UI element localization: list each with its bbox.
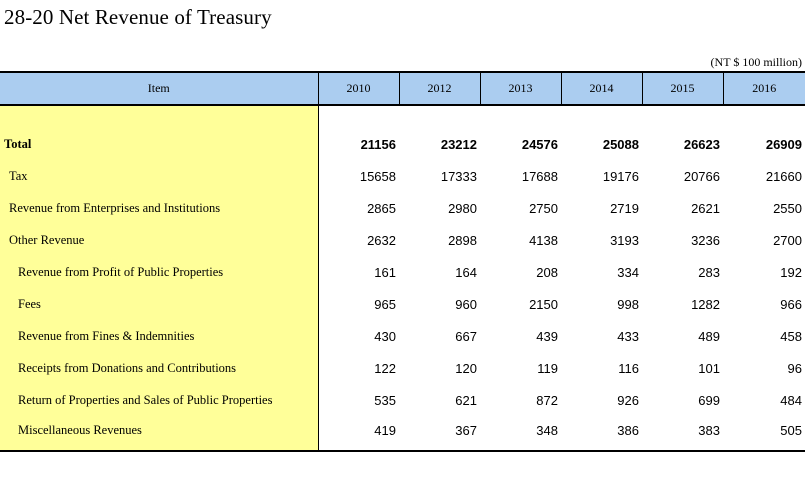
table-row: Return of Properties and Sales of Public… xyxy=(0,384,805,416)
cell-value: 433 xyxy=(617,328,639,344)
revenue-table: Item 2010 2012 2013 2014 2015 2016 Total… xyxy=(0,71,805,452)
table-row: Receipts from Donations and Contribution… xyxy=(0,352,805,384)
cell-value: 208 xyxy=(536,264,558,280)
cell-value: 23212 xyxy=(440,136,477,152)
row-label: Fees xyxy=(0,288,319,320)
cell-value: 116 xyxy=(618,360,639,376)
row-label: Revenue from Profit of Public Properties xyxy=(0,256,319,288)
cell-value: 17333 xyxy=(440,168,477,184)
row-label: Receipts from Donations and Contribution… xyxy=(0,352,319,384)
cell-value: 966 xyxy=(780,296,802,312)
spacer-row xyxy=(0,105,805,128)
cell-value: 20766 xyxy=(683,168,720,184)
cell-value: 21660 xyxy=(765,168,802,184)
cell-value: 122 xyxy=(374,360,396,376)
cell-value: 419 xyxy=(318,416,399,452)
cell-value: 2150 xyxy=(529,296,558,312)
cell-value: 489 xyxy=(698,328,720,344)
table-row: Other Revenue 2632 2898 4138 3193 3236 2700 xyxy=(0,224,805,256)
column-header-year: 2016 xyxy=(722,71,805,106)
cell-value: 439 xyxy=(536,328,558,344)
cell-value: 164 xyxy=(455,264,477,280)
cell-value: 2621 xyxy=(691,200,720,216)
cell-value: 348 xyxy=(480,416,561,452)
cell-value: 872 xyxy=(536,392,558,408)
cell-value: 505 xyxy=(723,416,805,452)
cell-value: 2550 xyxy=(773,200,802,216)
cell-value: 535 xyxy=(374,392,396,408)
cell-value: 120 xyxy=(455,360,477,376)
column-header-item: Item xyxy=(0,71,318,106)
row-label: Tax xyxy=(0,160,319,192)
cell-value: 1282 xyxy=(691,296,720,312)
cell-value: 334 xyxy=(617,264,639,280)
column-header-year: 2012 xyxy=(398,71,480,106)
row-label: Miscellaneous Revenues xyxy=(0,416,319,452)
cell-value: 458 xyxy=(780,328,802,344)
cell-value: 192 xyxy=(780,264,802,280)
table-row: Tax 15658 17333 17688 19176 20766 21660 xyxy=(0,160,805,192)
cell-value: 621 xyxy=(455,392,477,408)
cell-value: 960 xyxy=(455,296,477,312)
row-label: Return of Properties and Sales of Public… xyxy=(0,384,319,416)
cell-value: 484 xyxy=(780,392,802,408)
table-row: Revenue from Enterprises and Institution… xyxy=(0,192,805,224)
cell-value: 25088 xyxy=(602,136,639,152)
cell-value: 15658 xyxy=(359,168,396,184)
cell-value: 119 xyxy=(537,360,558,376)
table-body: Total 21156 23212 24576 25088 26623 26909 Tax 15… xyxy=(0,105,805,452)
cell-value: 24576 xyxy=(521,136,558,152)
table-row: Revenue from Profit of Public Properties… xyxy=(0,256,805,288)
row-label: Revenue from Fines & Indemnities xyxy=(0,320,319,352)
cell-value: 2719 xyxy=(610,200,639,216)
cell-value: 2750 xyxy=(529,200,558,216)
page-title: 28-20 Net Revenue of Treasury xyxy=(4,5,272,29)
column-header-year: 2015 xyxy=(641,71,723,106)
cell-value: 26623 xyxy=(683,136,720,152)
cell-value: 2898 xyxy=(448,232,477,248)
cell-value: 161 xyxy=(374,264,396,280)
unit-label: (NT $ 100 million) xyxy=(710,55,802,69)
column-header-year: 2010 xyxy=(317,71,399,106)
table-header-row: Item 2010 2012 2013 2014 2015 2016 xyxy=(0,71,805,106)
cell-value: 926 xyxy=(617,392,639,408)
cell-value: 101 xyxy=(698,360,720,376)
cell-value: 3236 xyxy=(691,232,720,248)
cell-value: 430 xyxy=(374,328,396,344)
cell-value: 998 xyxy=(617,296,639,312)
cell-value: 386 xyxy=(561,416,642,452)
cell-value: 667 xyxy=(455,328,477,344)
cell-value: 17688 xyxy=(521,168,558,184)
row-label: Other Revenue xyxy=(0,224,319,256)
cell-value: 283 xyxy=(698,264,720,280)
table-row: Total 21156 23212 24576 25088 26623 26909 xyxy=(0,128,805,160)
cell-value: 96 xyxy=(787,360,802,376)
cell-value: 965 xyxy=(374,296,396,312)
cell-value: 19176 xyxy=(602,168,639,184)
row-label: Total xyxy=(0,128,319,160)
column-header-year: 2013 xyxy=(479,71,561,106)
column-header-year: 2014 xyxy=(560,71,642,106)
cell-value: 367 xyxy=(399,416,480,452)
row-label: Revenue from Enterprises and Institution… xyxy=(0,192,319,224)
cell-value: 3193 xyxy=(610,232,639,248)
cell-value: 2865 xyxy=(367,200,396,216)
cell-value: 2980 xyxy=(448,200,477,216)
cell-value: 4138 xyxy=(529,232,558,248)
cell-value: 26909 xyxy=(765,136,802,152)
table-row: Revenue from Fines & Indemnities 430 667 43… xyxy=(0,320,805,352)
table-row: Fees 965 960 2150 998 1282 966 xyxy=(0,288,805,320)
cell-value: 699 xyxy=(698,392,720,408)
cell-value: 2632 xyxy=(367,232,396,248)
table-row: Miscellaneous Revenues 419 367 348 386 383 505 xyxy=(0,416,805,452)
cell-value: 2700 xyxy=(773,232,802,248)
cell-value: 21156 xyxy=(360,136,396,152)
cell-value: 383 xyxy=(642,416,723,452)
